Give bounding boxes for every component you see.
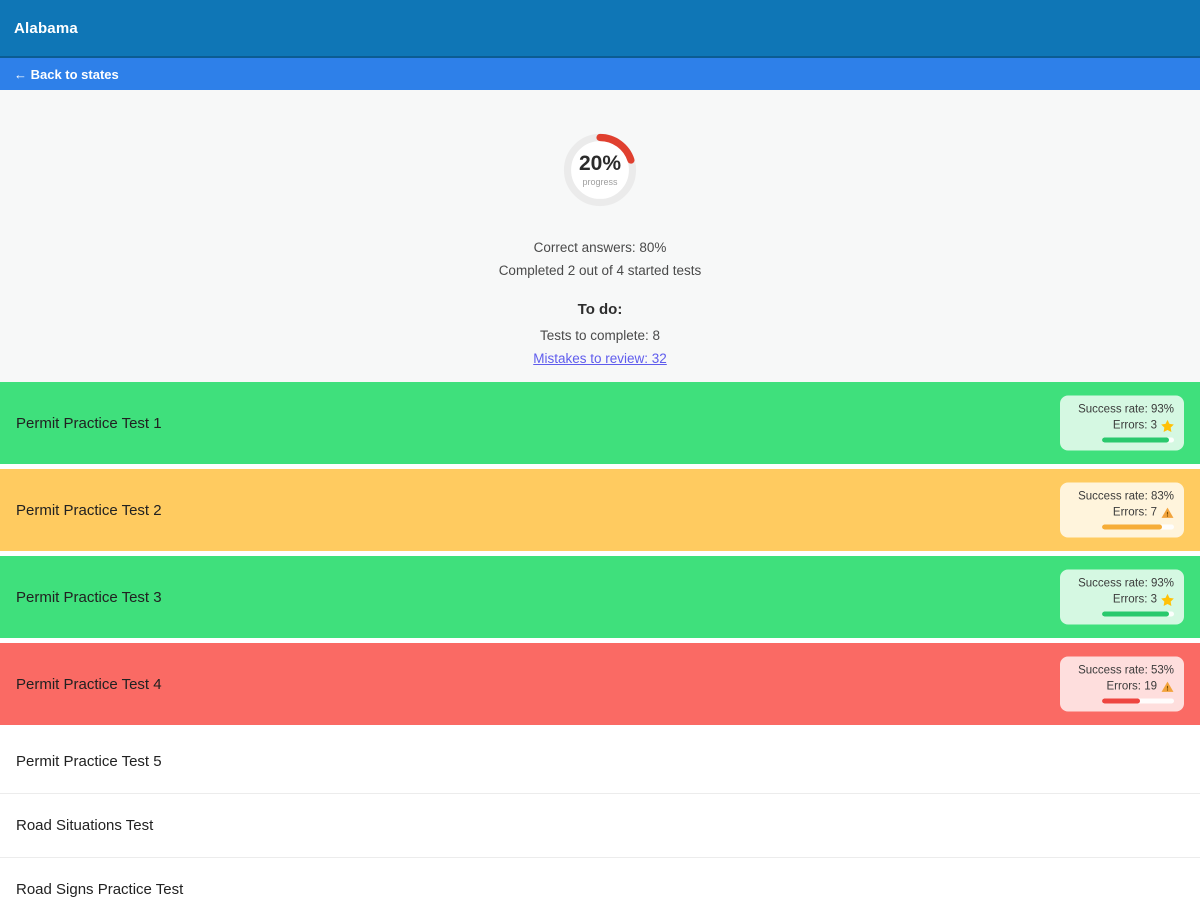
- success-rate-bar: [1102, 611, 1174, 617]
- errors-text: Errors: 3: [1112, 419, 1157, 431]
- warning-icon: [1161, 680, 1174, 693]
- test-row-permit-2[interactable]: Permit Practice Test 2 Success rate: 83%…: [0, 469, 1200, 551]
- success-rate-bar: [1102, 437, 1174, 443]
- success-rate-bar-fill: [1102, 698, 1141, 704]
- score-badge: Success rate: 93% Errors: 3: [1060, 395, 1184, 451]
- errors-text: Errors: 19: [1106, 680, 1158, 692]
- test-name: Road Signs Practice Test: [16, 881, 184, 898]
- score-badge: Success rate: 93% Errors: 3: [1060, 569, 1184, 625]
- tests-to-complete-stat: Tests to complete: 8: [539, 328, 661, 343]
- success-rate-line: Success rate: 93%: [1078, 576, 1174, 592]
- success-rate-text: Success rate: 93%: [1078, 403, 1174, 416]
- errors-line: Errors: 7: [1113, 505, 1174, 521]
- success-rate-text: Success rate: 93%: [1078, 577, 1174, 590]
- progress-ring-svg: [563, 133, 637, 207]
- back-navigation-bar: ← Back to states: [0, 58, 1200, 90]
- mistakes-to-review-link[interactable]: Mistakes to review: 32: [533, 351, 667, 366]
- test-name: Permit Practice Test 2: [16, 501, 162, 519]
- star-icon: [1161, 419, 1174, 432]
- todo-heading: To do:: [577, 301, 623, 318]
- test-row-permit-5[interactable]: Permit Practice Test 5: [0, 730, 1200, 794]
- success-rate-line: Success rate: 83%: [1078, 489, 1174, 505]
- success-rate-line: Success rate: 53%: [1078, 663, 1174, 679]
- test-name: Road Situations Test: [16, 817, 154, 834]
- test-row-permit-1[interactable]: Permit Practice Test 1 Success rate: 93%…: [0, 382, 1200, 464]
- test-row-road-situations[interactable]: Road Situations Test: [0, 794, 1200, 858]
- test-name: Permit Practice Test 5: [16, 753, 162, 770]
- test-row-permit-4[interactable]: Permit Practice Test 4 Success rate: 53%…: [0, 643, 1200, 725]
- test-row-permit-3[interactable]: Permit Practice Test 3 Success rate: 93%…: [0, 556, 1200, 638]
- success-rate-text: Success rate: 53%: [1078, 664, 1174, 677]
- errors-text: Errors: 3: [1112, 593, 1157, 605]
- test-name: Permit Practice Test 1: [16, 414, 162, 432]
- progress-ring: 20% progress: [557, 127, 643, 213]
- success-rate-bar-fill: [1102, 611, 1169, 617]
- success-rate-line: Success rate: 93%: [1078, 402, 1174, 418]
- correct-answers-stat: Correct answers: 80%: [533, 240, 667, 255]
- page-title: Alabama: [14, 19, 78, 37]
- success-rate-bar-fill: [1102, 524, 1162, 530]
- errors-line: Errors: 3: [1113, 592, 1174, 608]
- warning-icon: [1161, 506, 1174, 519]
- score-badge: Success rate: 53% Errors: 19: [1060, 656, 1184, 712]
- test-name: Permit Practice Test 4: [16, 675, 162, 693]
- progress-caption: progress: [582, 176, 618, 187]
- test-name: Permit Practice Test 3: [16, 588, 162, 606]
- score-badge: Success rate: 83% Errors: 7: [1060, 482, 1184, 538]
- success-rate-bar: [1102, 524, 1174, 530]
- test-row-road-signs[interactable]: Road Signs Practice Test: [0, 858, 1200, 900]
- success-rate-text: Success rate: 83%: [1078, 490, 1174, 503]
- errors-line: Errors: 3: [1113, 418, 1174, 434]
- back-to-states-link[interactable]: ← Back to states: [14, 66, 119, 82]
- progress-ring-center: 20% progress: [557, 127, 643, 213]
- errors-line: Errors: 19: [1107, 679, 1175, 695]
- progress-summary-section: 20% progress Correct answers: 80% Comple…: [0, 90, 1200, 382]
- success-rate-bar-fill: [1102, 437, 1169, 443]
- star-icon: [1161, 593, 1174, 606]
- app-header: Alabama: [0, 0, 1200, 58]
- completed-tests-stat: Completed 2 out of 4 started tests: [498, 263, 702, 278]
- success-rate-bar: [1102, 698, 1174, 704]
- test-list: Permit Practice Test 1 Success rate: 93%…: [0, 382, 1200, 900]
- errors-text: Errors: 7: [1112, 506, 1157, 518]
- progress-percent-value: 20%: [578, 152, 622, 176]
